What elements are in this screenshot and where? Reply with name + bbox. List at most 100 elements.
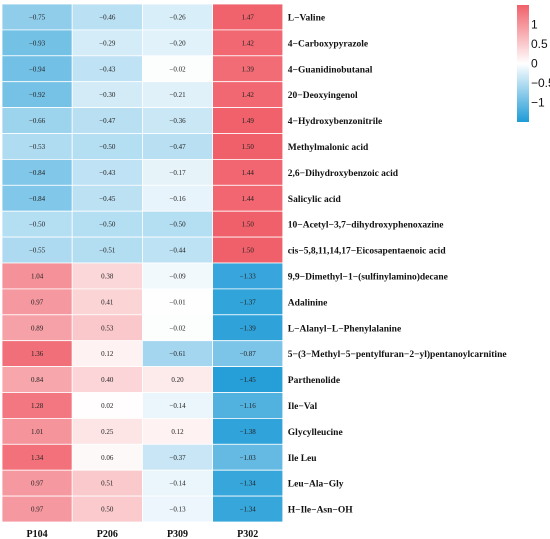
heatmap-cell	[141, 236, 213, 264]
cell-value-label: −1.37	[240, 298, 257, 306]
heatmap-cell	[212, 392, 284, 419]
cell-value-label: 0.38	[101, 272, 114, 280]
heatmap-cell	[1, 288, 73, 316]
heatmap-cell	[212, 417, 284, 445]
row-label: L−Alanyl−L−Phenylalanine	[288, 324, 401, 334]
cell-value-label: −0.26	[169, 13, 186, 21]
heatmap-cell	[71, 443, 143, 471]
heatmap-cell	[71, 495, 143, 523]
heatmap-cell	[141, 314, 213, 342]
row-label: L−Valine	[288, 13, 325, 23]
heatmap-cell	[141, 417, 213, 445]
row-label: 4−Guanidinobutanal	[288, 65, 373, 75]
cell-value-label: −1.38	[240, 428, 257, 436]
row-label: H−Ile−Asn−OH	[288, 506, 353, 516]
cell-value-label: 1.44	[242, 169, 255, 177]
cell-value-label: 1.50	[242, 143, 255, 151]
heatmap-cell	[1, 133, 73, 160]
heatmap-cell	[141, 469, 213, 497]
heatmap-cell	[141, 158, 213, 186]
cell-value-label: −0.09	[169, 272, 186, 280]
heatmap-cell	[71, 469, 143, 497]
heatmap-cell	[212, 55, 284, 83]
row-label: Ile Leu	[288, 454, 317, 464]
row-label: Ile−Val	[288, 402, 318, 412]
cell-value-label: −0.13	[169, 506, 186, 514]
row-label: 10−Acetyl−3,7−dihydroxyphenoxazine	[288, 221, 444, 231]
cell-value-label: 1.34	[31, 454, 44, 462]
legend-color-bar	[517, 5, 529, 122]
heatmap-cell	[71, 55, 143, 83]
heatmap-cell	[1, 340, 73, 368]
heatmap-cell	[141, 288, 213, 316]
legend-tick-label: 1	[531, 18, 538, 32]
legend-tick-label: 0	[531, 57, 538, 71]
heatmap-cell	[212, 495, 284, 523]
cell-value-label: −0.16	[169, 195, 186, 203]
cell-value-label: −0.87	[240, 350, 257, 358]
heatmap-cell	[212, 158, 284, 186]
cell-value-label: −0.02	[169, 324, 186, 332]
cell-value-label: −0.55	[29, 247, 46, 255]
cell-value-label: −1.34	[240, 506, 257, 514]
cell-value-label: 1.28	[31, 402, 44, 410]
heatmap-cell	[141, 366, 213, 393]
heatmap-cell	[212, 210, 284, 238]
cell-value-label: 0.06	[101, 454, 114, 462]
heatmap-cell	[1, 495, 73, 523]
cell-value-label: −0.20	[169, 39, 186, 47]
row-label: cis−5,8,11,14,17−Eicosapentaenoic acid	[288, 247, 447, 257]
heatmap-cell	[212, 3, 284, 31]
heatmap-cell	[1, 3, 73, 31]
cell-value-label: −0.50	[169, 221, 186, 229]
cell-value-label: −0.02	[169, 65, 186, 73]
cell-value-label: −0.50	[99, 221, 116, 229]
legend-tick-label: −1	[531, 96, 545, 110]
column-label: P302	[237, 529, 258, 539]
cell-value-label: −0.45	[99, 195, 116, 203]
heatmap-cell	[71, 81, 143, 108]
cell-value-label: 0.53	[101, 324, 114, 332]
heatmap-cell	[1, 107, 73, 134]
column-label: P206	[97, 529, 118, 539]
heatmap-cell	[71, 288, 143, 316]
cell-value-label: 0.12	[171, 428, 184, 436]
heatmap-cell	[1, 236, 73, 264]
column-labels: P104 P206 P309 P302	[27, 529, 259, 539]
row-label: Leu−Ala−Gly	[288, 480, 344, 490]
cell-value-label: −0.14	[169, 402, 186, 410]
cell-value-label: 1.42	[242, 39, 255, 47]
heatmap-cell	[141, 262, 213, 290]
cell-value-label: −0.47	[169, 143, 186, 151]
cell-value-label: −0.50	[29, 221, 46, 229]
column-label: P104	[27, 529, 48, 539]
cell-value-label: −0.84	[29, 195, 46, 203]
row-label: 20−Deoxyingenol	[288, 91, 358, 101]
heatmap-cell	[1, 469, 73, 497]
cell-value-label: −0.75	[29, 13, 46, 21]
row-label: 2,6−Dihydroxybenzoic acid	[288, 169, 399, 179]
heatmap-cell	[212, 107, 284, 134]
cell-value-label: −0.50	[99, 143, 116, 151]
cell-value-label: 0.50	[101, 506, 114, 514]
row-label: Adalinine	[288, 298, 328, 308]
cell-value-label: −0.61	[169, 350, 186, 358]
row-label: 4−Hydroxybenzonitrile	[288, 117, 382, 127]
cell-value-label: −0.17	[169, 169, 186, 177]
heatmap-cell	[1, 443, 73, 471]
cell-value-label: 0.97	[31, 506, 44, 514]
cell-value-label: −1.16	[240, 402, 257, 410]
cell-value-label: −0.94	[29, 65, 46, 73]
cell-value-label: −0.66	[29, 117, 46, 125]
heatmap-cell	[71, 29, 143, 57]
cell-value-label: −1.39	[240, 324, 257, 332]
heatmap-cell	[141, 340, 213, 368]
heatmap-cell	[71, 417, 143, 445]
heatmap-cell	[71, 107, 143, 134]
heatmap-cell	[1, 392, 73, 419]
cell-value-label: −0.93	[29, 39, 46, 47]
cell-value-label: 1.42	[242, 91, 255, 99]
cell-value-label: 1.49	[242, 117, 255, 125]
cell-value-label: 0.40	[101, 376, 114, 384]
legend-ticks: 1 0.5 0 −0.5 −1	[531, 18, 550, 110]
